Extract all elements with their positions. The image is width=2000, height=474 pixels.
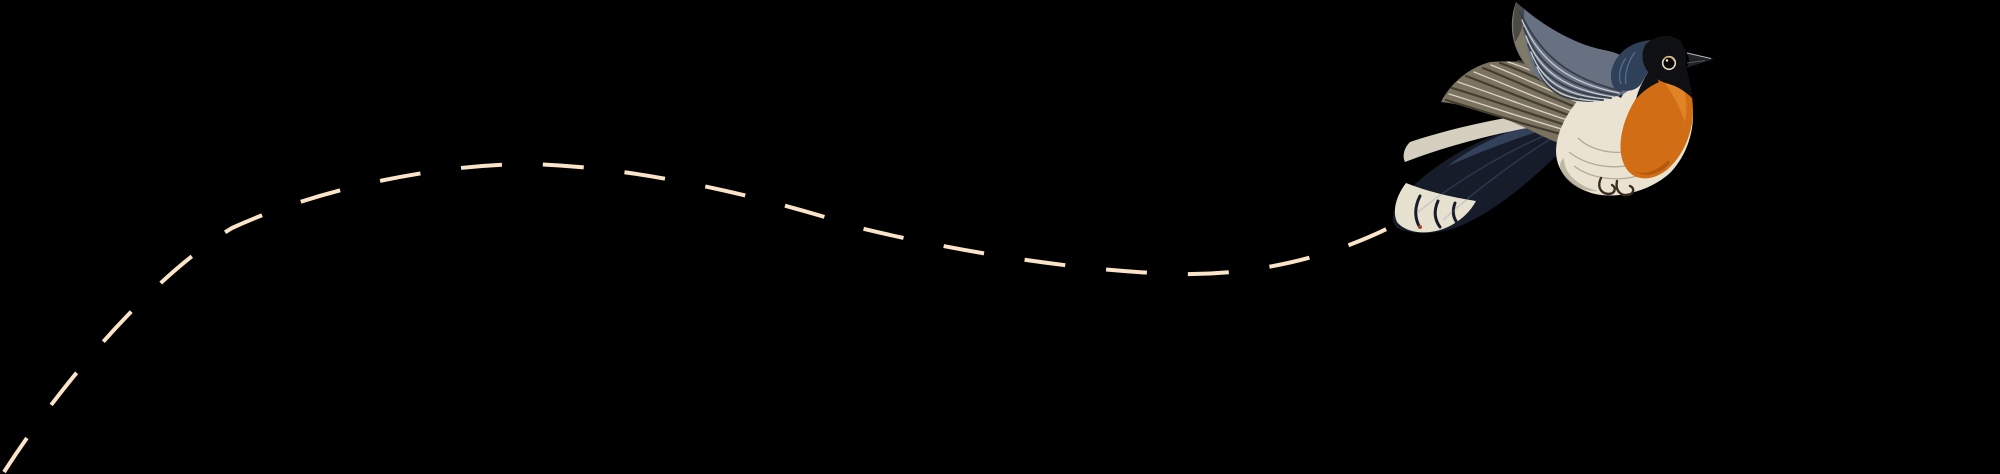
eye-iris-arc [1663,56,1675,62]
belly-line [1573,165,1639,180]
feather-line [1530,51,1608,100]
feather-line [1521,19,1620,94]
tail-tip-notches [1414,194,1460,229]
feather-line [1523,27,1618,96]
feather-line [1539,73,1594,102]
tail-notch [1433,199,1442,229]
beak-ridge [1686,52,1712,60]
feather-line [1525,35,1615,98]
tail-feather-line [1417,129,1559,213]
tail-notch [1451,201,1460,226]
upper-wing-dark-tip [1513,2,1525,42]
feather-line [1519,11,1622,92]
nape-line [1624,51,1636,85]
head [1610,35,1714,99]
foot-claw [1598,176,1616,196]
nape-line [1619,57,1627,85]
nape-highlights [1619,51,1636,85]
dashed-flight-path [2,161,1442,474]
upper-wing [1511,2,1636,102]
feather-line [1536,66,1599,102]
beak [1686,52,1714,68]
feet [1598,176,1635,197]
upper-wing-striations-light [1521,19,1620,102]
bird-illustration [1392,2,1714,234]
tail-sheen [1448,122,1550,166]
belly-shadow [1560,158,1598,192]
eye-glint [1665,59,1669,62]
beak-gape-line [1686,60,1706,64]
breast-orange [1620,64,1693,179]
tail-leading-edge-cream [1403,113,1540,162]
tail-notch [1414,194,1422,228]
foot-claw [1615,179,1635,197]
tail-red-speck [1418,225,1422,229]
upper-wing-shape [1511,2,1636,99]
breast-shade [1634,160,1670,175]
cheek-black-crescent [1636,68,1659,99]
